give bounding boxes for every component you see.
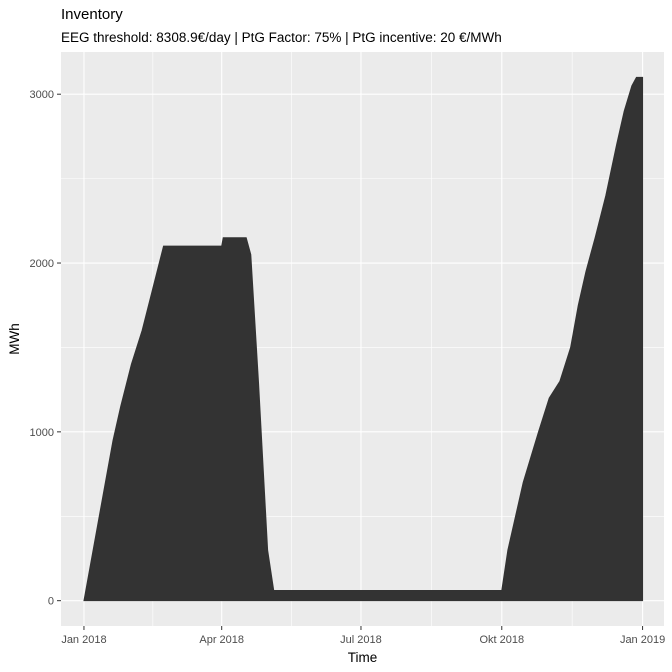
- x-tick-label: Okt 2018: [479, 634, 524, 646]
- y-axis-title: MWh: [7, 323, 22, 355]
- inventory-area: [83, 76, 644, 602]
- y-tick-label: 0: [48, 596, 54, 608]
- chart-subtitle: EEG threshold: 8308.9€/day | PtG Factor:…: [61, 30, 502, 45]
- x-tick-label: Jan 2018: [61, 634, 106, 646]
- x-tick-label: Jul 2018: [340, 634, 382, 646]
- y-tick-label: 3000: [30, 89, 54, 101]
- y-axis: 0 1000 2000 3000: [30, 89, 61, 608]
- x-tick-label: Jan 2019: [620, 634, 665, 646]
- chart-title: Inventory: [61, 6, 123, 23]
- x-tick-label: Apr 2018: [199, 634, 244, 646]
- y-tick-label: 1000: [30, 427, 54, 439]
- y-tick-label: 2000: [30, 258, 54, 270]
- x-axis-title: Time: [348, 650, 378, 665]
- x-axis: Jan 2018 Apr 2018 Jul 2018 Okt 2018 Jan 2019: [61, 626, 665, 646]
